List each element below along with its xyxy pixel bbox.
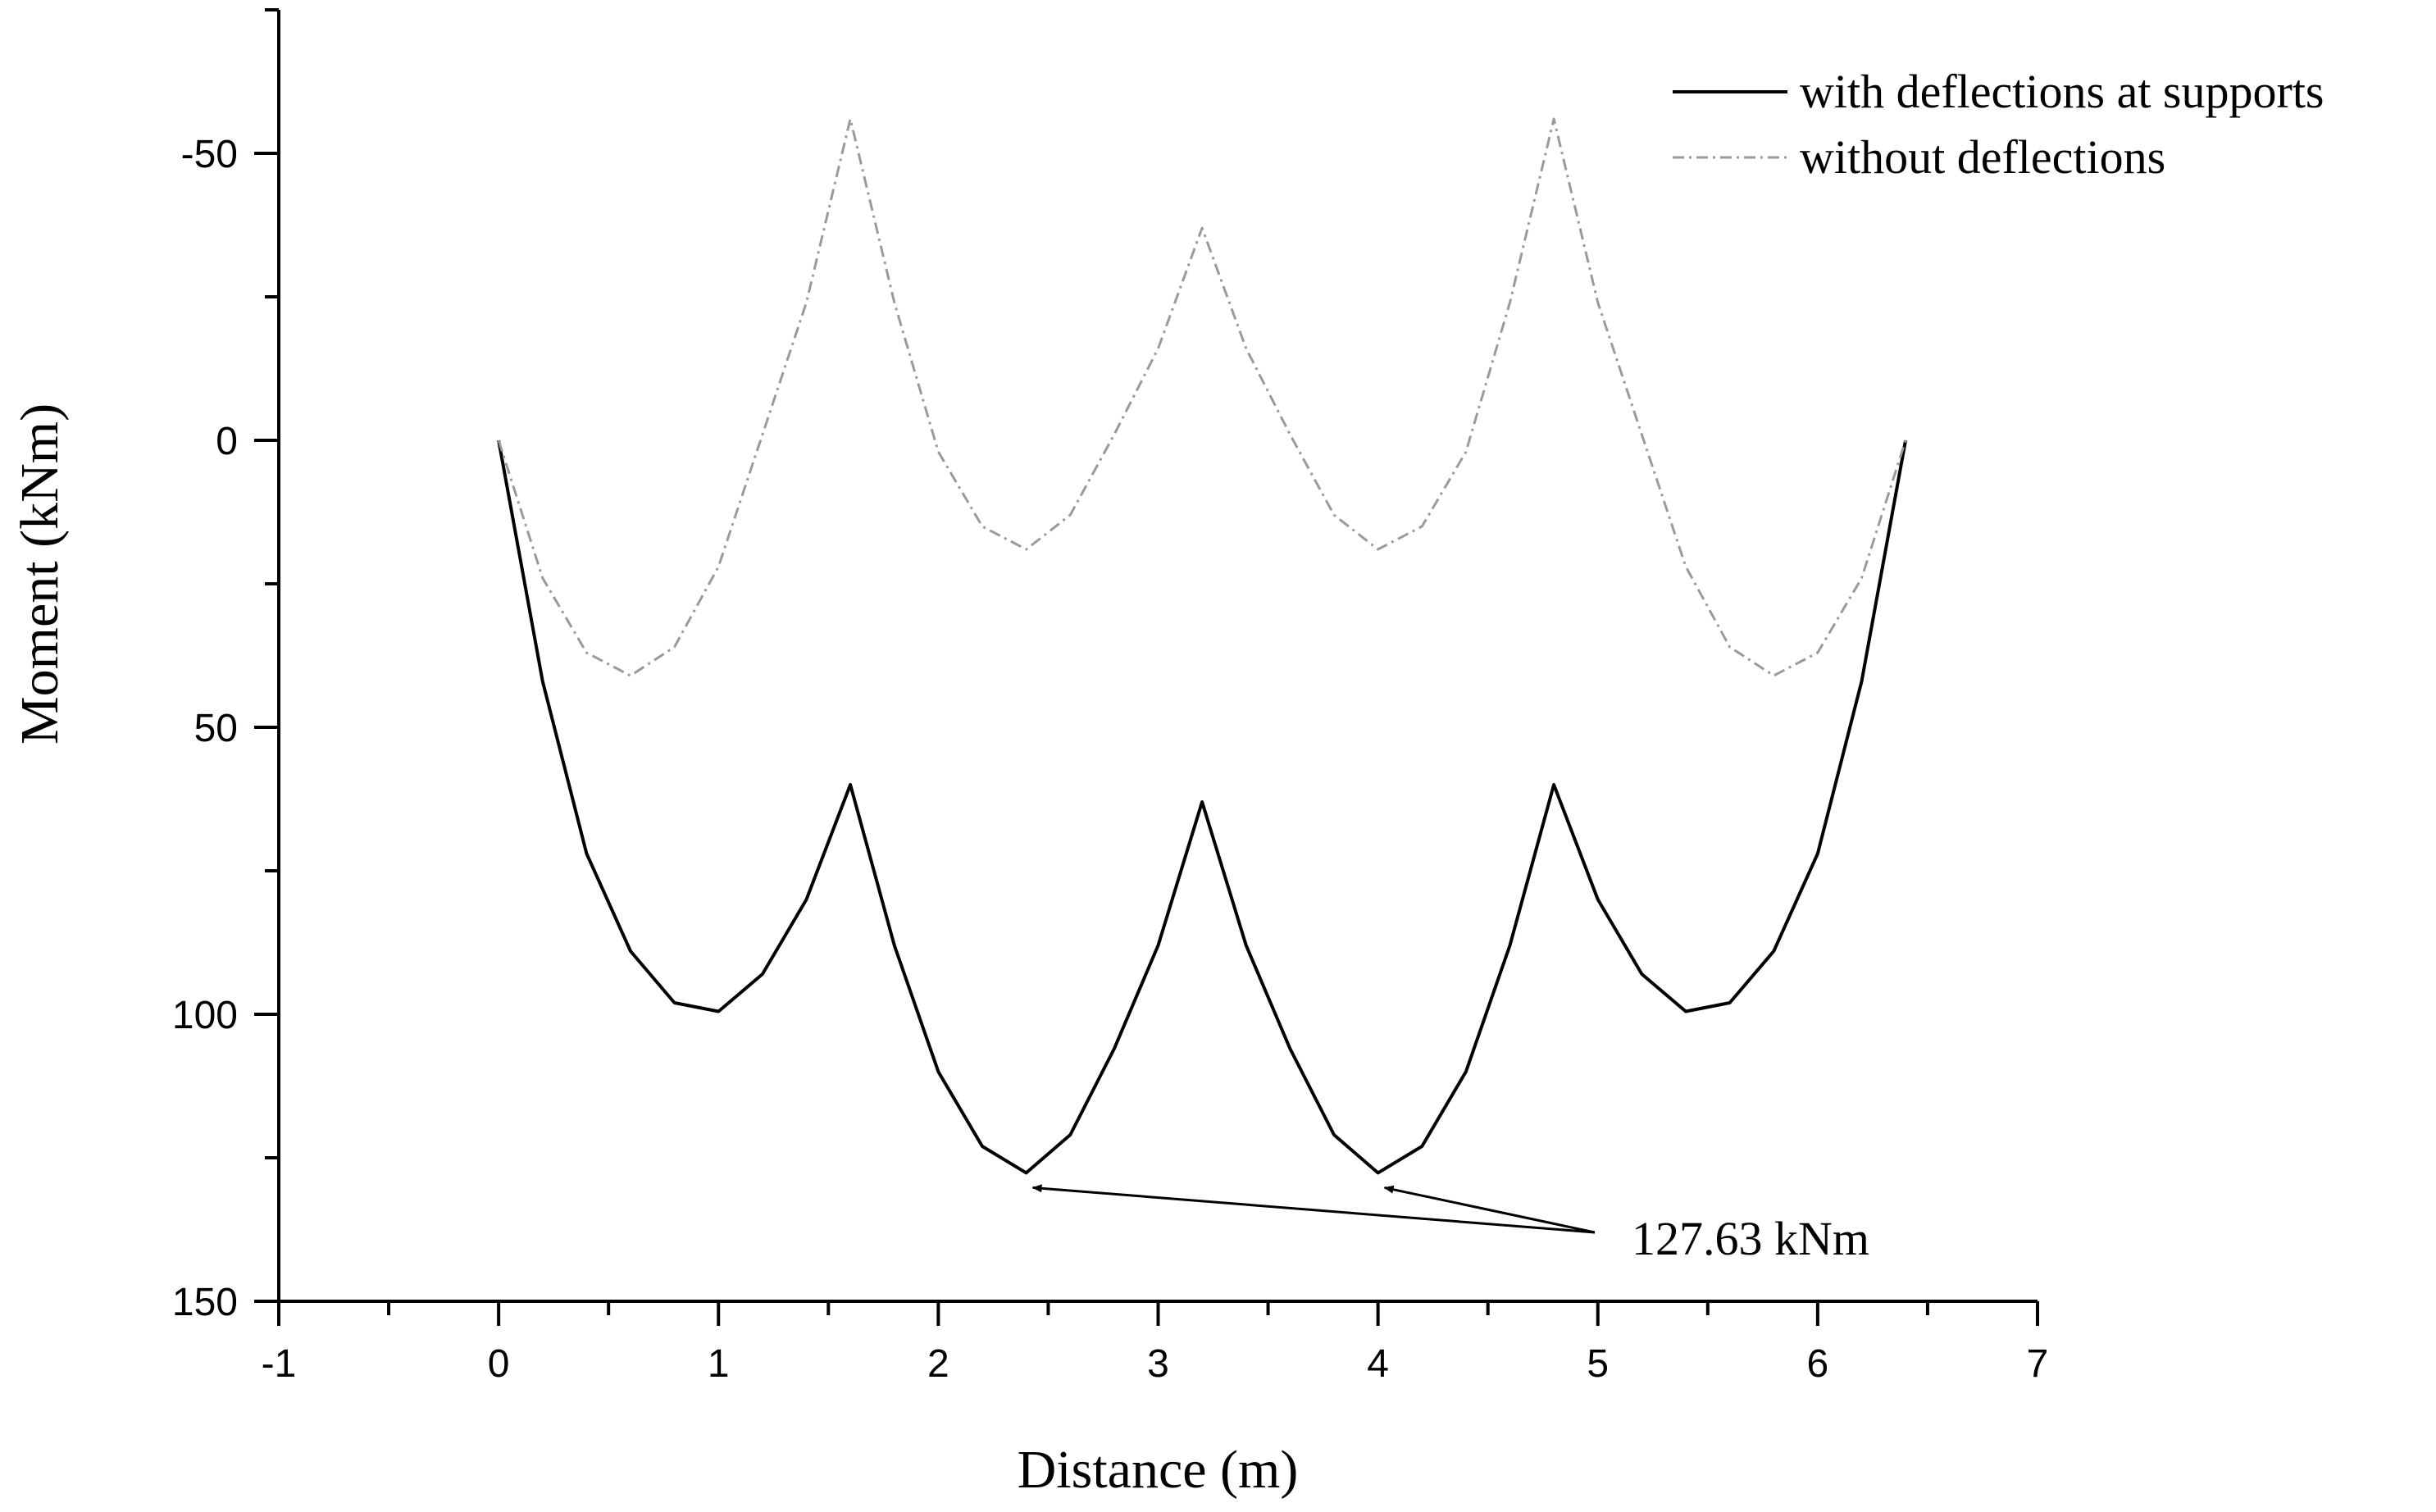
y-tick-label: 150 [172,1281,238,1324]
plot-area: -1 0 1 2 3 4 5 6 7 -50 0 50 100 150 [172,8,2049,1386]
x-tick-label: 3 [1147,1342,1169,1386]
annotation: 127.63 kNm [1031,1184,1869,1265]
series-line-without-deflections [497,117,1907,677]
y-tick-label: -50 [181,133,238,176]
x-tick-label: 5 [1587,1342,1609,1386]
annotation-label: 127.63 kNm [1632,1212,1869,1265]
series-line-with-deflections [497,439,1908,1175]
x-tick-label: 6 [1807,1342,1829,1386]
x-tick-label: 2 [927,1342,949,1386]
legend-label-with-deflections: with deflections at supports [1800,65,2324,118]
legend: with deflections at supports without def… [1673,65,2324,184]
y-tick-label: 100 [172,994,238,1037]
y-axis-ticks: -50 0 50 100 150 [172,8,279,1324]
legend-label-without-deflections: without deflections [1800,130,2165,184]
y-tick-label: 50 [194,707,238,750]
x-tick-label: 4 [1367,1342,1389,1386]
y-axis-title: Moment (kNm) [10,403,70,745]
x-tick-label: 0 [488,1342,510,1386]
x-tick-label: -1 [262,1342,297,1386]
x-axis-ticks: -1 0 1 2 3 4 5 6 7 [262,1301,2049,1386]
annotation-arrow [1383,1185,1596,1234]
x-tick-label: 7 [2027,1342,2049,1386]
x-tick-label: 1 [708,1342,730,1386]
y-tick-label: 0 [216,420,238,463]
annotation-arrow [1031,1184,1596,1234]
x-axis-title: Distance (m) [1018,1440,1299,1500]
series-lines [497,117,1908,1175]
